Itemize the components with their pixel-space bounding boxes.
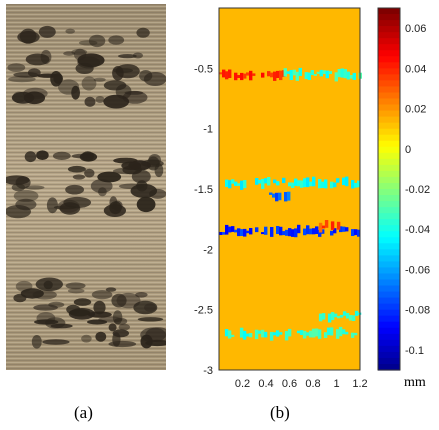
heatmap-feature-2	[225, 176, 361, 190]
colorbar-segment	[378, 128, 400, 136]
colorbar-segment	[378, 38, 400, 45]
colorbar-segment	[378, 267, 400, 275]
colorbar-segment	[378, 182, 400, 190]
colorbar-segment	[378, 122, 400, 130]
colorbar-segment	[378, 68, 400, 75]
plot-frame	[218, 7, 361, 371]
x-axis: 0.2 0.4 0.6 0.8 1 1.2	[235, 378, 368, 390]
panel-a-label: (a)	[74, 403, 93, 422]
colorbar-segment	[378, 164, 400, 172]
colorbar-tick-label: 0.02	[405, 104, 426, 116]
colorbar-segment	[378, 189, 400, 196]
colorbar-segment	[378, 303, 400, 311]
colorbar-segment	[378, 255, 400, 262]
colorbar-segment	[378, 50, 400, 57]
colorbar-segment	[378, 225, 400, 232]
machined-surface-photo	[6, 4, 166, 370]
colorbar-tick-label: 0.04	[405, 63, 426, 75]
colorbar-segment	[378, 309, 400, 317]
heatmap-feature-4	[219, 224, 361, 238]
colorbar-unit: mm	[404, 375, 426, 390]
colorbar-segment	[378, 116, 400, 124]
y-tick-label: -1.5	[194, 184, 213, 196]
colorbar-frame	[377, 7, 401, 371]
colorbar-tick-label: -0.1	[405, 345, 424, 357]
colorbar-segment	[378, 14, 400, 21]
colorbar-segment	[378, 146, 400, 154]
heatmap-feature-3	[269, 191, 291, 202]
y-tick-label: -2.5	[194, 305, 213, 317]
x-tick-label: 1.2	[352, 378, 367, 390]
colorbar: 0.06 0.04 0.02 0 -0.02 -0.04 -0.06 -0.08 -0.1	[377, 7, 430, 371]
colorbar-segment	[378, 80, 400, 88]
colorbar-segment	[378, 345, 400, 353]
colorbar-segment	[378, 249, 400, 256]
colorbar-segment	[378, 134, 400, 142]
colorbar-tick-label: -0.06	[405, 264, 430, 276]
colorbar-segment	[378, 74, 400, 81]
heatmap-feature-5	[318, 220, 341, 233]
colorbar-segment	[378, 170, 400, 178]
colorbar-segment	[378, 351, 400, 359]
colorbar-segment	[378, 176, 400, 184]
y-tick-label: -0.5	[194, 63, 213, 75]
heatmap-feature-7	[224, 326, 358, 341]
colorbar-segment	[378, 62, 400, 69]
colorbar-segment	[378, 315, 400, 323]
colorbar-segment	[378, 321, 400, 329]
colorbar-tick-label: -0.02	[405, 184, 430, 196]
colorbar-segment	[378, 273, 400, 281]
colorbar-segment	[378, 104, 400, 112]
colorbar-segment	[378, 86, 400, 94]
colorbar-segment	[378, 44, 400, 51]
colorbar-segment	[378, 201, 400, 208]
colorbar-segment	[378, 297, 400, 305]
colorbar-segment	[378, 110, 400, 118]
heatmap-cells	[219, 8, 362, 370]
colorbar-segment	[378, 158, 400, 166]
colorbar-tick-label: 0.06	[405, 23, 426, 35]
colorbar-segment	[378, 291, 400, 299]
colorbar-segment	[378, 20, 400, 27]
x-tick-label: 1	[333, 378, 339, 390]
x-tick-label: 0.6	[282, 378, 297, 390]
colorbar-segment	[378, 261, 400, 269]
colorbar-segment	[378, 357, 400, 365]
colorbar-segment	[378, 339, 400, 347]
colorbar-segment	[378, 98, 400, 106]
colorbar-segment	[378, 363, 400, 371]
colorbar-tick-label: -0.08	[405, 305, 430, 317]
colorbar-segment	[378, 8, 400, 15]
colorbar-segment	[378, 285, 400, 293]
colorbar-segment	[378, 26, 400, 33]
heatmap-feature-0	[219, 69, 286, 81]
x-tick-label: 0.8	[305, 378, 320, 390]
y-tick-label: -2	[203, 244, 213, 256]
colorbar-segment	[378, 207, 400, 214]
colorbar-segment	[378, 327, 400, 335]
colorbar-segment	[378, 279, 400, 287]
colorbar-segment	[378, 195, 400, 202]
colorbar-segment	[378, 243, 400, 250]
x-tick-label: 0.4	[258, 378, 273, 390]
heatmap-feature-1	[283, 67, 362, 82]
colorbar-segment	[378, 152, 400, 160]
colorbar-segment	[378, 219, 400, 226]
colorbar-segment	[378, 56, 400, 63]
colorbar-segment	[378, 92, 400, 100]
colorbar-tick-label: 0	[405, 144, 411, 156]
colorbar-segment	[378, 32, 400, 39]
x-tick-label: 0.2	[235, 378, 250, 390]
colorbar-segment	[378, 231, 400, 238]
panel-b-label: (b)	[270, 403, 290, 422]
colorbar-segment	[378, 237, 400, 244]
y-axis: -0.5 -1 -1.5 -2 -2.5 -3	[194, 63, 213, 377]
y-tick-label: -3	[203, 365, 213, 377]
colorbar-segment	[378, 333, 400, 341]
y-tick-label: -1	[203, 124, 213, 136]
colorbar-segment	[378, 213, 400, 220]
colorbar-tick-label: -0.04	[405, 224, 430, 236]
colorbar-segment	[378, 140, 400, 148]
